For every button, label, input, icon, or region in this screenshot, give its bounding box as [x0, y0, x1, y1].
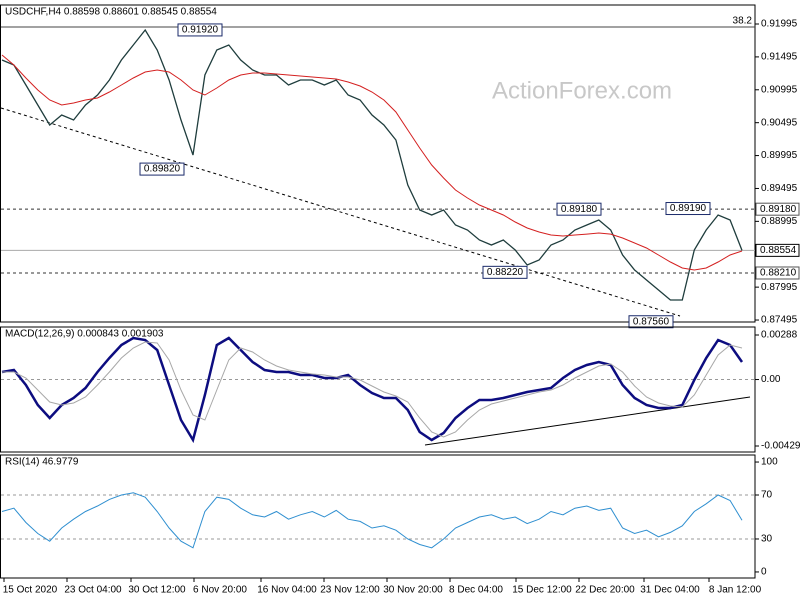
y-tick-label: 0 [761, 567, 767, 578]
x-tick-label: 15 Dec 12:00 [512, 585, 572, 596]
annotation-box [139, 162, 185, 176]
y-tick-label: 0.00288 [761, 330, 798, 341]
y-tick-label: 0.91995 [761, 19, 798, 30]
x-tick-label: 23 Nov 12:00 [320, 585, 380, 596]
annotation-box [628, 315, 674, 329]
series-line [1, 28, 743, 301]
y-tick-label: 100 [761, 457, 778, 468]
x-tick-label: 31 Dec 04:00 [640, 585, 700, 596]
y-tick-label: 0.89995 [761, 150, 798, 161]
annotation-label: 0.88220 [487, 267, 524, 278]
marker-label: 0.88554 [760, 245, 797, 256]
annotation-label: 0.87560 [633, 316, 670, 327]
x-tick-label: 8 Jan 12:00 [709, 585, 762, 596]
x-tick-label: 16 Nov 04:00 [257, 585, 317, 596]
pane-frame [0, 4, 756, 323]
x-tick-label: 6 Nov 20:00 [193, 585, 247, 596]
annotation-label: 0.89180 [561, 204, 598, 215]
watermark: ActionForex.com [492, 77, 672, 104]
y-tick-label: 0.87995 [761, 282, 798, 293]
pane-title: MACD(12,26,9) 0.000843 0.001903 [5, 329, 164, 340]
y-tick-label: 0.91495 [761, 52, 798, 63]
pane-frame [0, 326, 756, 453]
series-line [1, 336, 744, 444]
marker-label: 0.89180 [760, 204, 797, 215]
y-tick-label: 0.00 [761, 374, 781, 385]
annotation-box [482, 265, 528, 279]
pane-title: RSI(14) 46.9779 [5, 457, 79, 468]
y-tick-label: 0.90995 [761, 84, 798, 95]
annotation-label: 0.89190 [670, 203, 707, 214]
y-tick-label: -0.004298 [761, 441, 800, 452]
marker-label: 0.88210 [760, 268, 797, 279]
y-tick-label: 70 [761, 490, 773, 501]
y-tick-label: 30 [761, 534, 773, 545]
x-tick-label: 30 Oct 12:00 [128, 585, 186, 596]
trend-line [0, 107, 681, 317]
x-tick-label: 30 Nov 20:00 [383, 585, 443, 596]
series-line [1, 54, 743, 271]
series-line [2, 341, 743, 438]
level-label: 38.2 [733, 16, 753, 27]
series-line [1, 492, 743, 549]
trend-line [424, 396, 751, 446]
x-tick-label: 23 Oct 04:00 [64, 585, 122, 596]
annotation-box [177, 23, 223, 37]
annotation-label: 0.89820 [144, 164, 181, 175]
marker-box [755, 202, 800, 216]
y-tick-label: 0.90495 [761, 117, 798, 128]
annotation-label: 0.91920 [182, 25, 219, 36]
annotation-box [665, 202, 711, 216]
pane-title: USDCHF,H4 0.88598 0.88601 0.88545 0.8855… [5, 7, 217, 18]
annotation-box [556, 202, 602, 216]
x-tick-label: 22 Dec 20:00 [575, 585, 635, 596]
pane-frame [0, 454, 756, 579]
marker-box [755, 266, 800, 280]
y-tick-label: 0.87495 [761, 315, 798, 326]
x-tick-label: 8 Dec 04:00 [449, 585, 503, 596]
y-tick-label: 0.88995 [761, 216, 798, 227]
y-tick-label: 0.89495 [761, 183, 798, 194]
marker-box [755, 243, 800, 257]
x-tick-label: 15 Oct 2020 [3, 585, 58, 596]
